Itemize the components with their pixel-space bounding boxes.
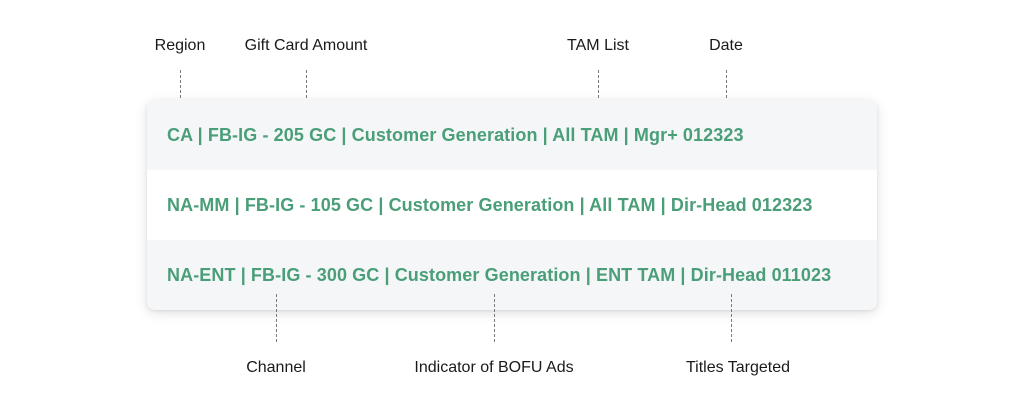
connector-tam-list — [598, 70, 599, 118]
connector-region — [180, 70, 181, 118]
label-channel: Channel — [246, 359, 306, 376]
label-date: Date — [709, 37, 743, 54]
label-tam-list: TAM List — [567, 37, 629, 54]
connector-channel — [276, 294, 277, 342]
example-row-3: NA-ENT | FB-IG - 300 GC | Customer Gener… — [147, 240, 877, 310]
connector-titles-targeted — [731, 294, 732, 342]
label-region: Region — [154, 37, 206, 54]
connector-gift-card-amount — [306, 70, 307, 118]
naming-convention-card: CA | FB-IG - 205 GC | Customer Generatio… — [147, 100, 877, 310]
example-row-2: NA-MM | FB-IG - 105 GC | Customer Genera… — [167, 194, 813, 215]
example-row-1: CA | FB-IG - 205 GC | Customer Generatio… — [147, 100, 877, 170]
label-gift-card-amount: Gift Card Amount — [244, 37, 368, 54]
connector-date — [726, 70, 727, 118]
connector-bofu-indicator — [494, 294, 495, 342]
label-bofu-indicator: Indicator of BOFU Ads — [414, 359, 574, 376]
label-titles-targeted: Titles Targeted — [685, 359, 791, 376]
